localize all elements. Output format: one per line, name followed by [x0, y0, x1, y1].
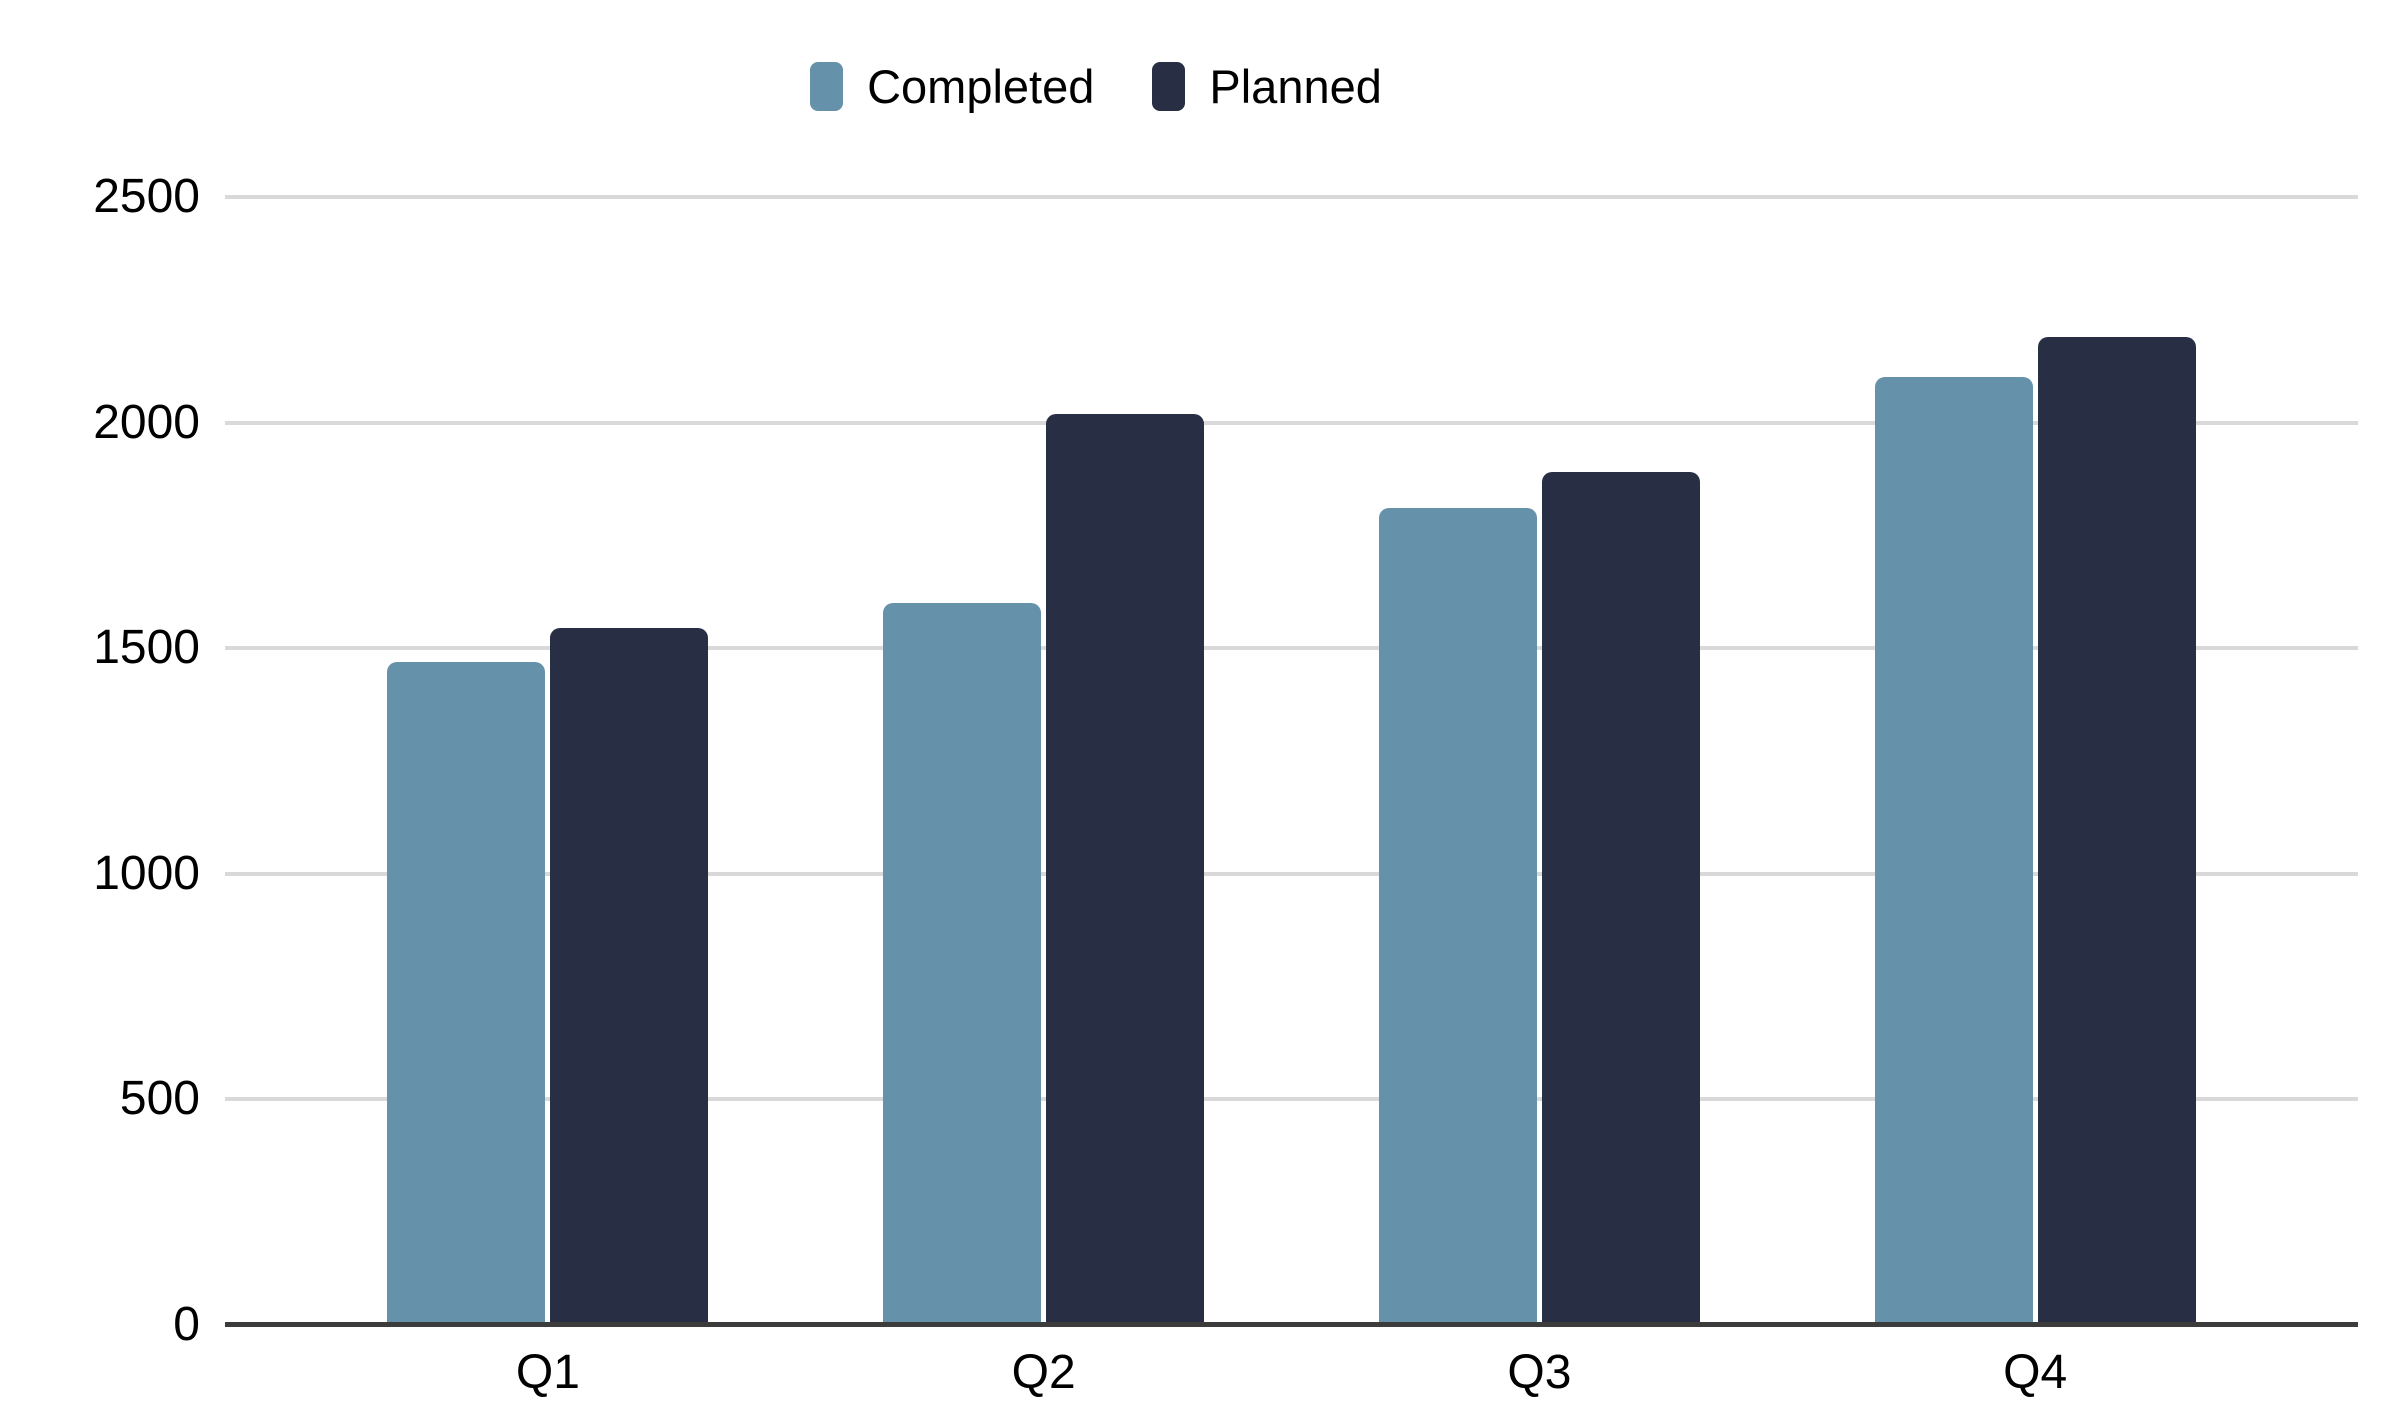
- legend-label: Planned: [1209, 60, 1382, 113]
- bar-group-q2: [796, 197, 1292, 1325]
- bar-q1-completed: [387, 661, 546, 1325]
- x-axis-category-labels: Q1 Q2 Q3 Q4: [225, 1344, 2358, 1402]
- legend-item-completed: Completed: [810, 62, 1094, 111]
- x-axis-label-q2: Q2: [1011, 1346, 1076, 1399]
- y-axis-tick-label-1500: 1500: [93, 621, 200, 675]
- y-axis-tick-label-500: 500: [119, 1072, 200, 1126]
- x-axis-label-q1: Q1: [515, 1346, 580, 1399]
- gridline-1500: [225, 646, 2358, 651]
- x-axis-label-q3: Q3: [1507, 1346, 1572, 1399]
- legend-item-planned: Planned: [1152, 62, 1382, 111]
- bar-q4-planned: [2037, 336, 2196, 1325]
- gridline-2500: [225, 195, 2358, 199]
- bar-group-q1: [300, 197, 796, 1325]
- bar-group-q4: [1787, 197, 2283, 1325]
- bar-q3-completed: [1378, 508, 1537, 1325]
- legend-swatch-completed: [810, 62, 844, 111]
- gridline-2000: [225, 420, 2358, 425]
- y-axis-tick-label-2500: 2500: [93, 170, 200, 223]
- y-axis-tick-label-2000: 2000: [93, 395, 200, 449]
- y-axis-tick-label-1000: 1000: [93, 846, 200, 900]
- y-axis-tick-label-0: 0: [173, 1298, 200, 1351]
- bar-q2-completed: [883, 603, 1042, 1325]
- bar-q3-planned: [1541, 472, 1700, 1325]
- x-axis-line: [225, 1322, 2358, 1327]
- legend-label: Completed: [867, 60, 1095, 113]
- gridline-1000: [225, 871, 2358, 876]
- bar-group-q3: [1292, 197, 1788, 1325]
- bar-q1-planned: [550, 627, 709, 1325]
- x-axis-label-q4: Q4: [2003, 1346, 2068, 1399]
- legend-swatch-planned: [1152, 62, 1186, 111]
- chart-legend: Completed Planned: [0, 62, 2192, 111]
- bar-groups: [225, 197, 2358, 1325]
- bar-q4-completed: [1874, 377, 2033, 1325]
- plot-area: [225, 195, 2358, 1327]
- bar-q2-planned: [1046, 413, 1205, 1325]
- gridline-500: [225, 1097, 2358, 1102]
